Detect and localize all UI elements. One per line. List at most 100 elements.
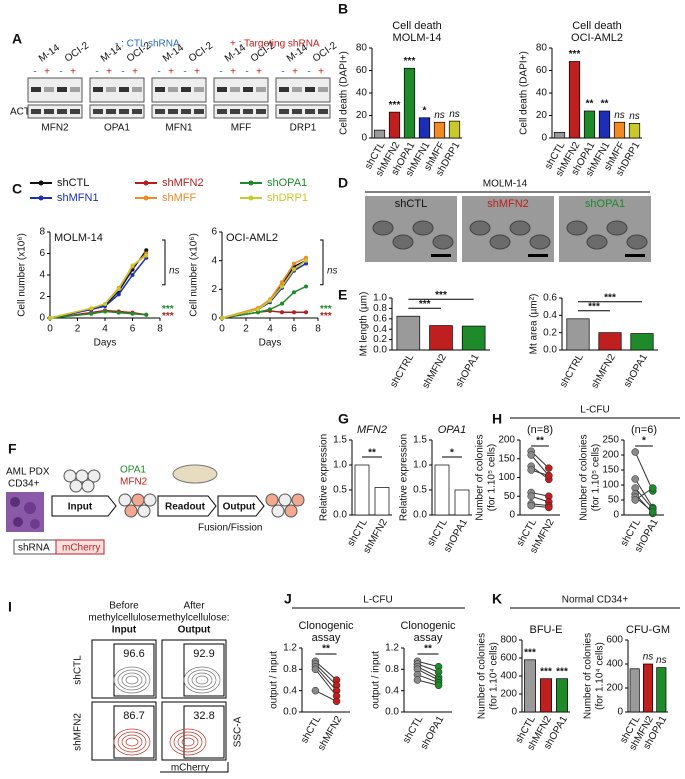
- band: [168, 87, 178, 92]
- point: [89, 306, 94, 311]
- y-axis-label: (for 1.10⁴ cells): [489, 642, 500, 710]
- construct: [55, 539, 105, 555]
- point: [631, 496, 639, 504]
- panel-label: B: [338, 1, 348, 17]
- y-tick-label: 0.6: [373, 313, 387, 324]
- legend-marker: [38, 195, 44, 201]
- contour: [121, 672, 143, 688]
- panel-label: D: [338, 175, 348, 191]
- y-tick-label: 0: [617, 707, 623, 718]
- band: [194, 87, 204, 92]
- contour: [113, 728, 151, 756]
- band: [155, 109, 165, 114]
- significance: ***: [588, 301, 600, 312]
- y-tick-label: 150: [602, 465, 619, 476]
- band: [292, 109, 302, 114]
- significance: *: [423, 105, 427, 116]
- gene-label: MFN2: [41, 123, 69, 134]
- contour: [183, 666, 221, 694]
- y-tick-label: 0.5: [333, 485, 347, 496]
- y-tick-label: 2: [39, 291, 45, 302]
- contour: [125, 675, 139, 685]
- annotation: ***: [320, 311, 332, 322]
- significance: ***: [540, 666, 552, 677]
- band: [305, 87, 315, 92]
- bar: [583, 110, 596, 139]
- significance: ns: [434, 110, 445, 121]
- band: [318, 87, 328, 92]
- band: [217, 109, 227, 114]
- point: [292, 290, 296, 295]
- point: [311, 665, 320, 674]
- band: [279, 87, 289, 92]
- caption: Before: [109, 601, 139, 612]
- legend-label: shMFF: [162, 192, 197, 204]
- significance: ***: [389, 100, 401, 111]
- y-tick-label: 0: [511, 707, 517, 718]
- x-tick-label: 8: [157, 324, 163, 335]
- point: [304, 258, 308, 263]
- legend-label: shDRP1: [267, 192, 308, 204]
- y-tick-label: 100: [602, 480, 619, 491]
- y-tick-label: 1.2: [385, 643, 399, 654]
- gene-label: MFN1: [165, 123, 193, 134]
- chart-title: Cell death: [572, 20, 622, 32]
- y-axis-label: Number of colonies: [583, 633, 594, 719]
- sign: -: [157, 67, 160, 78]
- x-tick-label: shCTRL: [388, 352, 416, 390]
- caption: methylcellulose:: [88, 613, 159, 624]
- y-tick-label: 400: [500, 671, 517, 682]
- point: [434, 681, 443, 690]
- y-tick-label: 6: [39, 248, 45, 259]
- point: [304, 284, 308, 289]
- point: [304, 310, 308, 315]
- y-tick-label: 20: [536, 110, 548, 121]
- y-tick-label: 0.0: [283, 707, 297, 718]
- bar: [656, 667, 667, 713]
- y-tick-label: 0: [509, 510, 515, 521]
- process: Fusion/Fission: [198, 523, 262, 534]
- caption: methylcellulose:: [158, 613, 229, 624]
- y-tick-label: 0: [613, 510, 619, 521]
- point: [268, 307, 272, 312]
- y-tick-label: 50: [608, 495, 620, 506]
- y-tick-label: 1.5: [333, 435, 347, 446]
- significance: **: [601, 99, 609, 110]
- gate: [113, 643, 155, 697]
- gel: [213, 77, 269, 103]
- cell: [30, 519, 40, 529]
- y-tick-label: 200: [498, 435, 515, 446]
- legend-marker: [38, 180, 44, 186]
- header: L-CFU: [580, 405, 609, 416]
- x-tick-label: shCTRL: [558, 352, 586, 390]
- mitochondrion: [606, 220, 628, 236]
- point: [292, 261, 296, 266]
- y-tick-label: 1.2: [283, 643, 297, 654]
- y-axis-label: Mt area (µm²): [529, 294, 540, 355]
- band: [256, 109, 266, 114]
- panel-label: A: [12, 31, 22, 47]
- y-tick-label: 0.4: [283, 685, 297, 696]
- sign: -: [121, 67, 124, 78]
- bracket: [162, 239, 166, 286]
- band: [155, 87, 165, 92]
- mitochondrion: [432, 234, 454, 250]
- annotation: ns: [169, 265, 180, 276]
- significance: ***: [569, 49, 581, 60]
- band: [44, 109, 54, 114]
- chart-title: (n=6): [631, 424, 657, 436]
- pair-line: [634, 487, 654, 510]
- y-axis-label: output / input: [269, 651, 280, 709]
- sign: -: [59, 67, 62, 78]
- sign: +: [106, 67, 112, 78]
- series-line: [221, 285, 307, 319]
- x-axis-label: Days: [259, 338, 282, 349]
- series-line: [49, 309, 147, 319]
- y-axis-label: Relative expression: [319, 434, 330, 521]
- x-tick-label: 2: [75, 324, 81, 335]
- point: [649, 484, 657, 492]
- x-axis-label: Days: [94, 338, 117, 349]
- axis-label: mCherry: [171, 763, 209, 774]
- y-tick-label: 0.0: [543, 345, 557, 356]
